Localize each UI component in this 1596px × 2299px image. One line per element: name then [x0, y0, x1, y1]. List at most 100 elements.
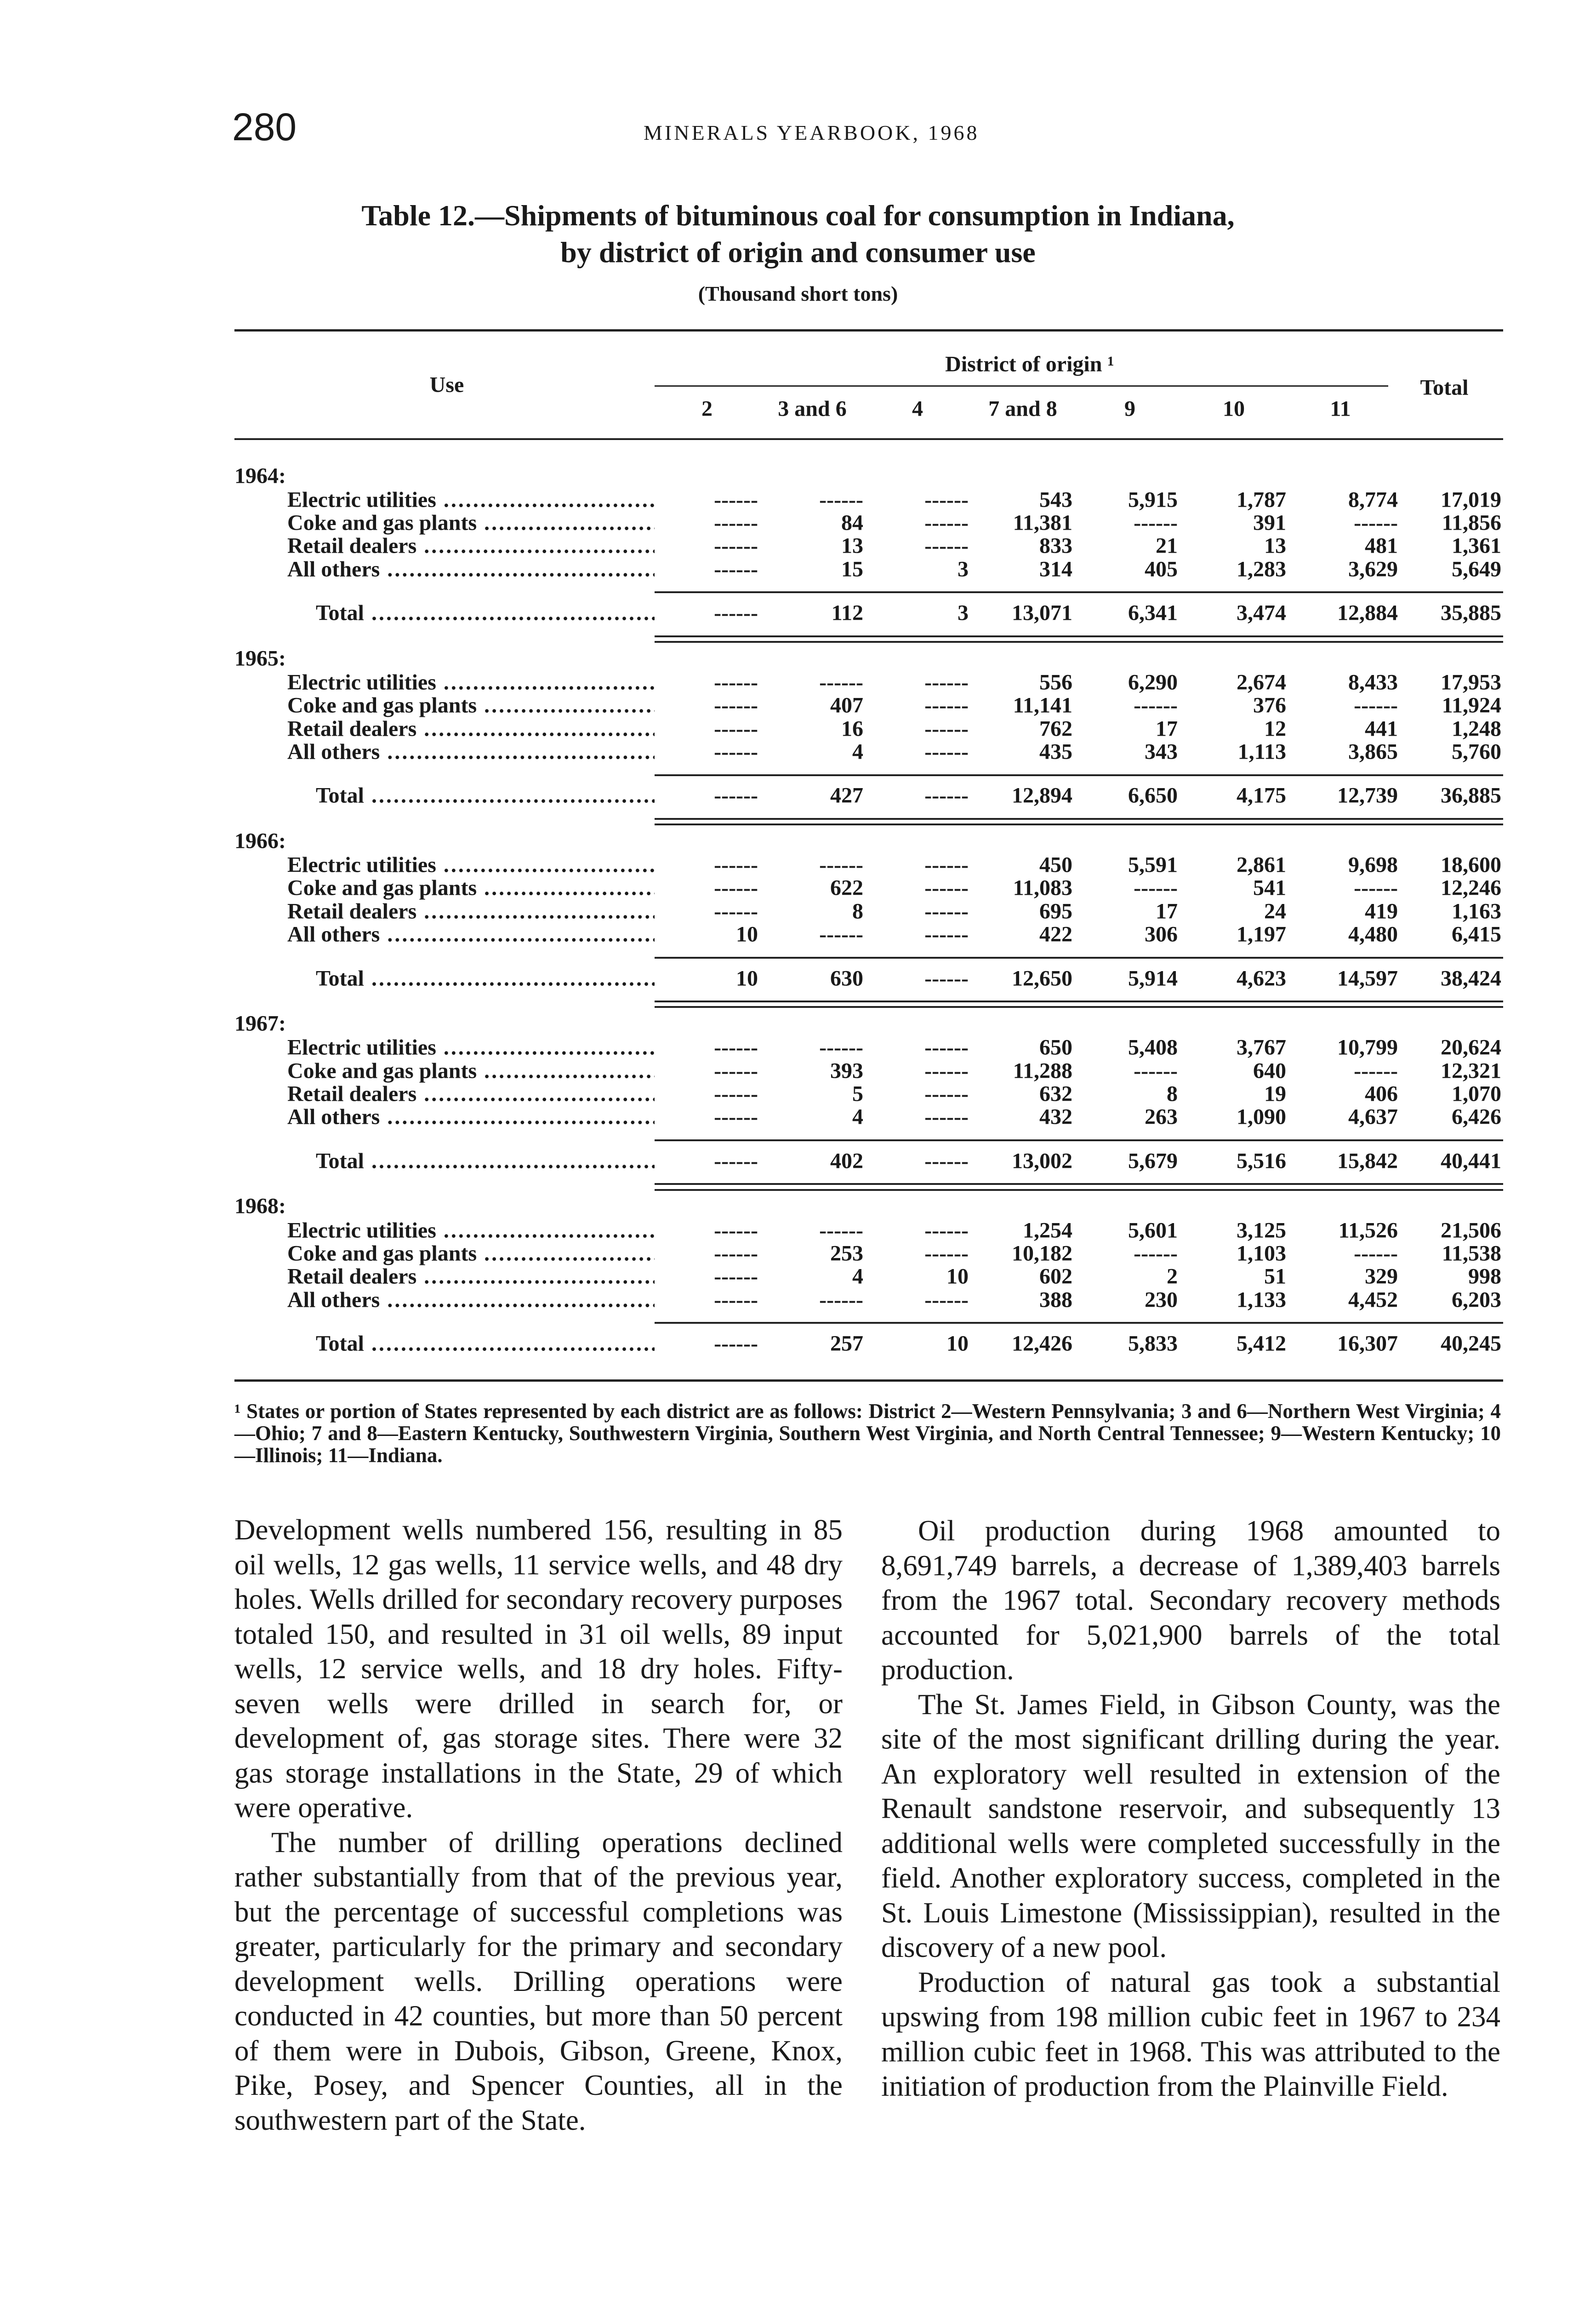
total-cell: 10 — [736, 966, 758, 991]
data-cell: ------ — [1354, 875, 1398, 900]
data-cell: 5,591 — [1128, 852, 1178, 877]
data-cell: 432 — [1039, 1104, 1072, 1129]
row-total-cell: 1,070 — [1452, 1081, 1501, 1106]
data-cell: 422 — [1039, 922, 1072, 947]
data-cell: 2,674 — [1237, 670, 1286, 695]
total-cell: 12,426 — [1012, 1331, 1072, 1356]
data-cell: ------ — [924, 533, 969, 558]
data-cell: 6,290 — [1128, 670, 1178, 695]
total-cell: 3 — [958, 600, 969, 625]
data-cell: 833 — [1039, 533, 1072, 558]
total-cell: 35,885 — [1441, 600, 1501, 625]
row-label: Retail dealers — [287, 533, 655, 559]
total-cell: 12,739 — [1337, 783, 1398, 808]
data-cell: ------ — [714, 1058, 758, 1083]
row-label: Coke and gas plants — [287, 1058, 655, 1083]
total-label: Total — [316, 783, 655, 808]
district-header-rule — [655, 385, 1388, 387]
data-cell: 1,103 — [1237, 1241, 1286, 1266]
total-cell: 4,623 — [1237, 966, 1286, 991]
total-cell: 16,307 — [1337, 1331, 1398, 1356]
subtotal-rule — [655, 774, 1503, 776]
table-title-line1: Table 12.—Shipments of bituminous coal f… — [361, 199, 1235, 232]
data-cell: ------ — [714, 1081, 758, 1106]
total-cell: 5,679 — [1128, 1149, 1178, 1173]
body-paragraph: Oil production during 1968 amounted to 8… — [881, 1515, 1500, 1686]
table-bottom-rule — [234, 1379, 1503, 1382]
data-cell: ------ — [924, 1241, 969, 1266]
data-cell: ------ — [924, 899, 969, 924]
row-label: All others — [287, 739, 655, 764]
total-cell: 12,884 — [1337, 600, 1398, 625]
row-total-cell: 21,506 — [1441, 1218, 1501, 1243]
row-total-cell: 1,163 — [1452, 899, 1501, 924]
data-cell: 450 — [1039, 852, 1072, 877]
total-cell: 40,441 — [1441, 1149, 1501, 1173]
data-cell: ------ — [819, 1035, 863, 1060]
data-cell: 329 — [1365, 1264, 1398, 1289]
total-cell: ------ — [924, 966, 969, 991]
data-cell: 11,381 — [1013, 510, 1072, 535]
data-cell: 11,526 — [1338, 1218, 1398, 1243]
data-cell: 24 — [1264, 899, 1286, 924]
double-rule-top — [655, 635, 1503, 637]
row-label: Coke and gas plants — [287, 1241, 655, 1266]
data-cell: 4,637 — [1348, 1104, 1398, 1129]
row-label: All others — [287, 1104, 655, 1130]
total-cell: ------ — [714, 1149, 758, 1173]
data-cell: 263 — [1145, 1104, 1178, 1129]
data-cell: 695 — [1039, 899, 1072, 924]
data-cell: ------ — [1354, 1241, 1398, 1266]
total-cell: 15,842 — [1337, 1149, 1398, 1173]
data-cell: 4,452 — [1348, 1287, 1398, 1312]
total-label: Total — [316, 966, 655, 991]
data-cell: 481 — [1365, 533, 1398, 558]
data-cell: ------ — [819, 1287, 863, 1312]
use-header: Use — [429, 372, 464, 397]
data-cell: 391 — [1253, 510, 1286, 535]
total-cell: 6,341 — [1128, 600, 1178, 625]
data-cell: ------ — [714, 716, 758, 741]
data-cell: ------ — [924, 510, 969, 535]
data-cell: 10 — [736, 922, 758, 947]
total-cell: 12,650 — [1012, 966, 1072, 991]
data-cell: ------ — [1134, 693, 1178, 718]
data-cell: 5 — [852, 1081, 863, 1106]
data-cell: ------ — [714, 899, 758, 924]
column-header-district: 11 — [1330, 396, 1351, 421]
column-header-district: 4 — [912, 396, 923, 421]
data-cell: 8,774 — [1348, 487, 1398, 512]
total-cell: 6,650 — [1128, 783, 1178, 808]
double-rule-bottom — [655, 824, 1503, 826]
data-cell: 393 — [830, 1058, 863, 1083]
running-head: MINERALS YEARBOOK, 1968 — [644, 121, 980, 144]
data-cell: ------ — [924, 1035, 969, 1060]
data-cell: 13 — [1264, 533, 1286, 558]
data-cell: ------ — [714, 1287, 758, 1312]
data-cell: ------ — [714, 693, 758, 718]
total-cell: 13,071 — [1012, 600, 1072, 625]
page-number: 280 — [232, 105, 297, 149]
row-total-cell: 11,538 — [1442, 1241, 1501, 1266]
data-cell: ------ — [819, 487, 863, 512]
year-label: 1967: — [234, 1011, 286, 1036]
row-label: Electric utilities — [287, 852, 655, 878]
column-header-district: 9 — [1124, 396, 1135, 421]
table-subtitle: (Thousand short tons) — [698, 282, 898, 305]
data-cell: 16 — [841, 716, 863, 741]
row-total-cell: 20,624 — [1441, 1035, 1501, 1060]
data-cell: 543 — [1039, 487, 1072, 512]
total-cell: 257 — [830, 1331, 863, 1356]
data-cell: 51 — [1264, 1264, 1286, 1289]
total-cell: 14,597 — [1337, 966, 1398, 991]
total-cell: 36,885 — [1441, 783, 1501, 808]
data-cell: ------ — [924, 716, 969, 741]
row-total-cell: 5,649 — [1452, 557, 1501, 582]
data-cell: 3,629 — [1348, 557, 1398, 582]
data-cell: 10,182 — [1012, 1241, 1072, 1266]
double-rule-bottom — [655, 641, 1503, 643]
data-cell: 8 — [1167, 1081, 1178, 1106]
data-cell: 556 — [1039, 670, 1072, 695]
row-label: Electric utilities — [287, 1218, 655, 1243]
data-cell: ------ — [714, 852, 758, 877]
